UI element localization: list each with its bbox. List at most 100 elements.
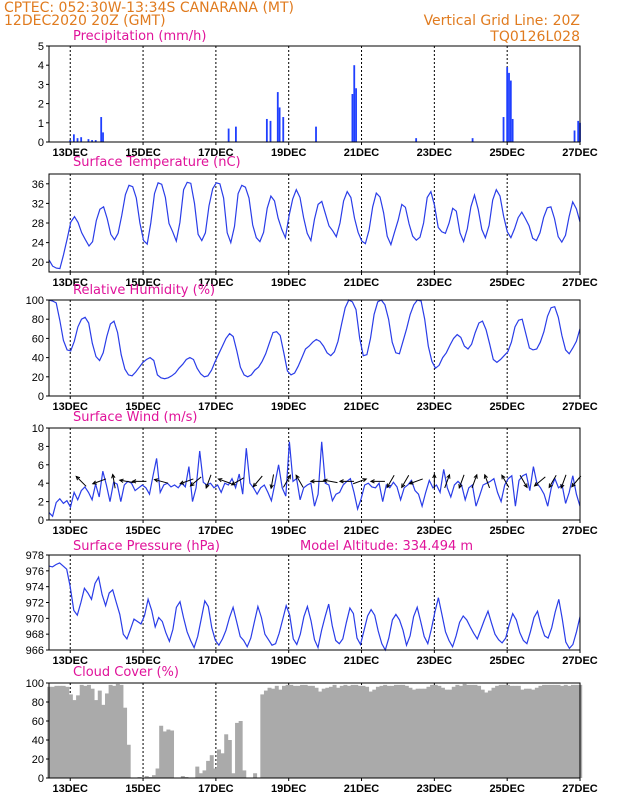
x-tick-label: 15DEC <box>125 525 161 537</box>
panel-1: Precipitation (mm/h) 0 1 2 3 4 5 13DEC 15DEC 17DE… <box>38 29 598 159</box>
y-tick-label: 80 <box>32 697 44 709</box>
precip-bar <box>351 94 354 142</box>
panel-title: Surface Wind (m/s) <box>73 410 197 425</box>
wind-arrow <box>386 475 395 489</box>
cloud-bar <box>123 707 128 778</box>
x-tick-label: 21DEC <box>344 783 380 795</box>
cloud-bar <box>83 685 88 778</box>
cloud-bar <box>285 684 290 778</box>
y-tick-label: 0 <box>38 773 44 785</box>
panel-3: Relative Humidity (%) 0 20 40 60 80 100 13DEC 15… <box>26 283 598 413</box>
cloud-bar <box>144 776 149 778</box>
cloud-bar <box>534 687 539 778</box>
cloud-bar <box>560 685 565 778</box>
x-tick-label: 17DEC <box>198 655 234 667</box>
precip-bar <box>506 67 509 142</box>
x-tick-label: 17DEC <box>198 783 234 795</box>
cloud-bar <box>462 683 467 778</box>
chart-panels: Precipitation (mm/h) 0 1 2 3 4 5 13DEC 15DEC 17DE… <box>26 29 598 795</box>
x-tick-label: 15DEC <box>125 783 161 795</box>
x-tick-label: 25DEC <box>489 277 525 289</box>
cloud-bar <box>549 684 554 778</box>
cloud-bar <box>296 685 301 778</box>
cloud-bar <box>484 692 489 778</box>
cloud-bar <box>531 689 536 778</box>
cloud-bar <box>368 691 373 778</box>
x-tick-label: 27DEC <box>562 277 598 289</box>
y-tick-label: 80 <box>32 314 44 326</box>
y-tick-label: 32 <box>32 198 44 210</box>
cloud-bar <box>408 687 413 778</box>
cloud-bar <box>86 684 91 778</box>
x-tick-label: 13DEC <box>53 277 89 289</box>
header-date: 12DEC2020 20Z (GMT) <box>4 13 166 29</box>
wind-arrow <box>179 478 194 485</box>
precip-bar <box>91 140 93 142</box>
x-tick-label: 23DEC <box>417 525 453 537</box>
cloud-bar <box>90 688 95 778</box>
precip-bar <box>508 72 510 142</box>
cloud-bar <box>542 684 547 778</box>
series-line <box>48 181 581 270</box>
x-tick-label: 21DEC <box>344 401 380 413</box>
precip-bar <box>102 132 104 142</box>
cloud-bar <box>422 688 427 778</box>
cloud-bar <box>79 684 84 778</box>
cloud-bar <box>495 685 500 778</box>
y-tick-label: 20 <box>32 257 44 269</box>
cloud-bar <box>155 768 160 778</box>
precip-bar <box>511 118 514 142</box>
cloud-bar <box>354 684 359 778</box>
wind-arrow <box>295 474 304 488</box>
y-tick-label: 8 <box>38 441 44 453</box>
wind-arrow <box>458 474 465 490</box>
x-tick-label: 23DEC <box>417 783 453 795</box>
x-tick-label: 25DEC <box>489 783 525 795</box>
wind-arrow <box>401 475 410 489</box>
cloud-bar <box>437 685 442 778</box>
x-tick-label: 15DEC <box>125 147 161 159</box>
wind-arrow <box>519 475 528 489</box>
cloud-bar <box>68 694 73 778</box>
y-tick-label: 40 <box>32 735 44 747</box>
x-tick-label: 21DEC <box>344 147 380 159</box>
series-line <box>48 299 581 380</box>
y-tick-label: 0 <box>38 391 44 403</box>
y-tick-label: 60 <box>32 716 44 728</box>
header-location: CPTEC: 052:30W-13:34S CANARANA (MT) <box>4 0 294 16</box>
cloud-bar <box>383 684 388 778</box>
cloud-bar <box>393 684 398 778</box>
series-line <box>48 441 581 518</box>
cloud-bar <box>350 684 355 778</box>
cloud-bar <box>448 689 453 778</box>
cloud-bar <box>336 687 341 778</box>
precip-bar <box>573 130 576 142</box>
cloud-bar <box>321 688 326 778</box>
wind-arrow <box>533 476 546 487</box>
wind-arrow <box>444 473 451 489</box>
cloud-bar <box>469 684 474 778</box>
cloud-bar <box>487 690 492 778</box>
wind-arrow <box>252 475 263 488</box>
wind-arrow <box>131 479 147 484</box>
cloud-bar <box>310 685 315 778</box>
x-tick-label: 25DEC <box>489 525 525 537</box>
panel-title: Cloud Cover (%) <box>73 665 179 680</box>
wind-arrow <box>560 474 567 490</box>
panel-frame <box>48 299 581 397</box>
cloud-bar <box>524 688 529 778</box>
x-tick-label: 23DEC <box>417 277 453 289</box>
precip-bar <box>227 128 230 142</box>
y-tick-label: 60 <box>32 333 44 345</box>
cloud-bar <box>386 685 391 778</box>
y-tick-label: 974 <box>26 582 44 594</box>
wind-arrow <box>408 478 423 485</box>
y-tick-label: 24 <box>32 238 44 250</box>
x-tick-label: 19DEC <box>271 525 307 537</box>
precip-bar <box>315 126 317 142</box>
x-tick-label: 27DEC <box>562 655 598 667</box>
precip-bar <box>276 92 279 142</box>
series-line <box>48 562 581 652</box>
precip-bar <box>265 118 268 142</box>
cloud-bar <box>440 687 445 778</box>
